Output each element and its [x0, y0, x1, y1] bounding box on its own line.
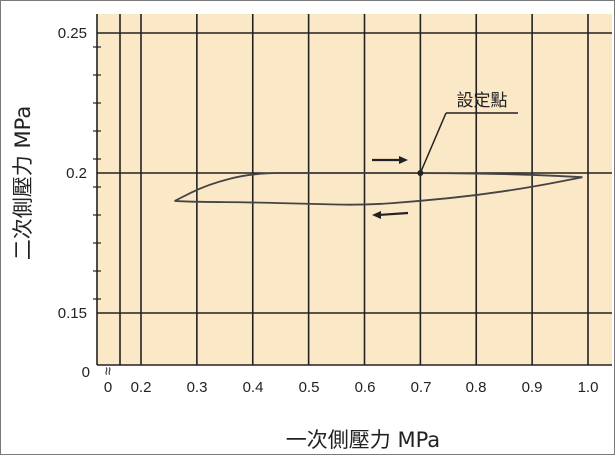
- axis-break-symbol: ≈: [99, 367, 116, 375]
- arrow-decreasing-head: [372, 211, 381, 219]
- set-point-label: 設定點: [457, 91, 508, 111]
- y-tick-label: 0.2: [66, 165, 87, 182]
- x-tick-label: 0.6: [355, 379, 376, 396]
- y-tick-label: 0.25: [58, 25, 87, 42]
- y-axis-title: 二次側壓力 MPa: [11, 106, 35, 260]
- y-tick-label: 0: [82, 364, 90, 381]
- x-tick-label: 0: [104, 379, 112, 396]
- arrow-decreasing: [377, 211, 409, 217]
- x-tick-label: 1.0: [578, 379, 599, 396]
- x-tick-label: 0.3: [187, 379, 208, 396]
- arrow-increasing-head: [399, 156, 408, 164]
- y-tick-label: 0.15: [58, 305, 87, 322]
- x-tick-label: 0.5: [299, 379, 320, 396]
- x-tick-label: 0.7: [411, 379, 432, 396]
- x-tick-label: 0.9: [522, 379, 543, 396]
- x-tick-label: 0.4: [243, 379, 264, 396]
- x-tick-label: 0.8: [466, 379, 487, 396]
- set-point-leader: [419, 112, 447, 174]
- series-curve-decreasing: [174, 176, 583, 206]
- plot-area: [97, 14, 612, 365]
- series-curve-increasing: [174, 172, 583, 202]
- x-tick-label: 0.2: [131, 379, 152, 396]
- x-axis-title: 一次側壓力 MPa: [286, 428, 440, 452]
